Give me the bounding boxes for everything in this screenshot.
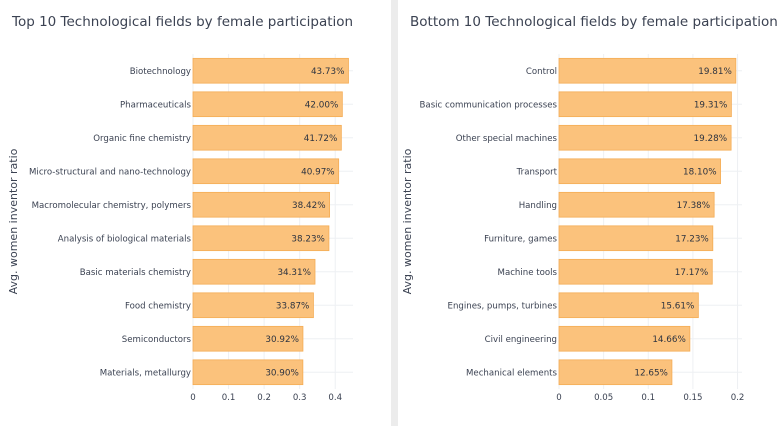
data-label: 38.42% (292, 201, 326, 211)
category-label: Basic communication processes (420, 100, 558, 110)
bar (558, 191, 715, 218)
category-label: Macromolecular chemistry, polymers (32, 201, 192, 211)
bar (192, 292, 314, 319)
data-label: 34.31% (277, 268, 311, 278)
bar (558, 57, 737, 84)
data-label: 17.38% (677, 201, 711, 211)
data-label: 40.97% (301, 167, 335, 177)
bar (558, 91, 732, 118)
chart-title: Top 10 Technological fields by female pa… (12, 14, 354, 30)
bar (558, 158, 721, 185)
x-tick-label: 0.3 (293, 393, 307, 403)
right-chart-panel: Bottom 10 Technological fields by female… (398, 0, 779, 426)
bar (192, 57, 349, 84)
data-label: 17.17% (675, 268, 709, 278)
category-label: Mechanical elements (466, 368, 558, 378)
category-label: Machine tools (498, 268, 558, 278)
data-label: 30.92% (265, 335, 299, 345)
category-label: Transport (516, 167, 558, 177)
data-label: 19.81% (698, 67, 732, 77)
bar (192, 158, 340, 185)
x-tick-label: 0.2 (731, 393, 745, 403)
x-tick-label: 0.4 (328, 393, 342, 403)
x-tick-label: 0.05 (594, 393, 613, 403)
data-label: 19.28% (694, 134, 728, 144)
bar (558, 225, 714, 252)
category-label: Other special machines (456, 134, 558, 144)
category-label: Micro-structural and nano-technology (29, 167, 191, 177)
bar (192, 225, 330, 252)
data-label: 12.65% (634, 368, 668, 378)
top-10-bar-chart: 43.73% Biotechnology 42.00% Pharmaceuticals… (7, 54, 353, 403)
bar (558, 325, 691, 352)
category-label: Materials, metallurgy (100, 368, 191, 378)
bar (192, 325, 304, 352)
data-label: 19.31% (694, 100, 728, 110)
category-label: Civil engineering (485, 335, 557, 345)
category-label: Pharmaceuticals (120, 100, 192, 110)
left-chart-panel: Top 10 Technological fields by female pa… (0, 0, 391, 426)
data-label: 42.00% (305, 100, 339, 110)
x-tick-label: 0.15 (683, 393, 702, 403)
data-label: 15.61% (661, 301, 695, 311)
bar (558, 292, 699, 319)
bottom-10-bar-chart: 19.81% Control 19.31% Basic communication p… (401, 54, 745, 403)
chart-title: Bottom 10 Technological fields by female… (410, 14, 778, 30)
category-label: Furniture, games (484, 234, 557, 244)
data-label: 30.90% (265, 368, 299, 378)
x-tick-label: 0.2 (257, 393, 271, 403)
bar (192, 359, 304, 386)
category-label: Organic fine chemistry (93, 134, 191, 144)
bar (558, 258, 713, 285)
bar (558, 359, 673, 386)
category-label: Control (526, 67, 557, 77)
bar (558, 124, 732, 151)
x-tick-label: 0 (190, 393, 195, 403)
category-label: Food chemistry (125, 301, 191, 311)
y-axis-label: Avg. women inventor ratio (401, 148, 414, 294)
category-label: Analysis of biological materials (58, 234, 192, 244)
bar (192, 91, 343, 118)
data-label: 43.73% (311, 67, 345, 77)
x-tick-label: 0.1 (641, 393, 655, 403)
category-label: Handling (519, 201, 557, 211)
x-tick-label: 0 (556, 393, 561, 403)
bar (192, 258, 316, 285)
data-label: 18.10% (683, 167, 717, 177)
data-label: 38.23% (291, 234, 325, 244)
bar (192, 191, 331, 218)
data-label: 17.23% (675, 234, 709, 244)
y-axis-label: Avg. women inventor ratio (7, 148, 20, 294)
category-label: Semiconductors (122, 335, 192, 345)
data-label: 41.72% (304, 134, 338, 144)
data-label: 14.66% (652, 335, 686, 345)
bar (192, 124, 342, 151)
category-label: Biotechnology (130, 67, 191, 77)
category-label: Basic materials chemistry (80, 268, 191, 278)
data-label: 33.87% (276, 301, 310, 311)
category-label: Engines, pumps, turbines (448, 301, 558, 311)
x-tick-label: 0.1 (222, 393, 236, 403)
